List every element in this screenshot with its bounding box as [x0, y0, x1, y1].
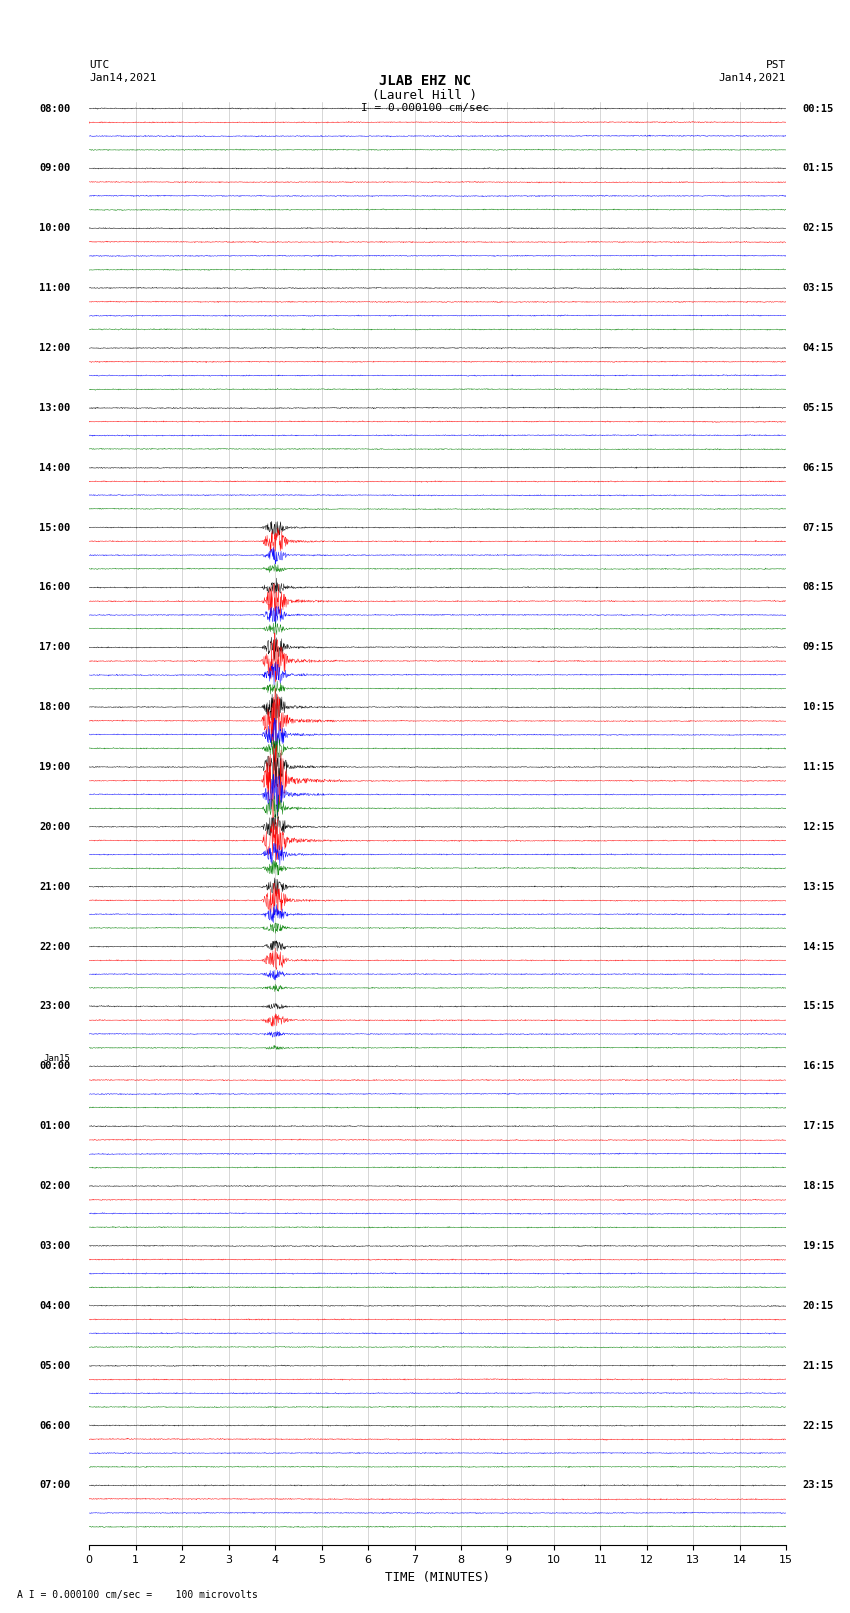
Text: PST: PST	[766, 60, 786, 69]
Text: 18:15: 18:15	[802, 1181, 834, 1190]
Text: 21:00: 21:00	[39, 882, 71, 892]
Text: 16:00: 16:00	[39, 582, 71, 592]
Text: 01:15: 01:15	[802, 163, 834, 173]
Text: 02:00: 02:00	[39, 1181, 71, 1190]
Text: 07:15: 07:15	[802, 523, 834, 532]
Text: 08:15: 08:15	[802, 582, 834, 592]
Text: 04:00: 04:00	[39, 1300, 71, 1311]
Text: 00:00: 00:00	[39, 1061, 71, 1071]
X-axis label: TIME (MINUTES): TIME (MINUTES)	[385, 1571, 490, 1584]
Text: (Laurel Hill ): (Laurel Hill )	[372, 89, 478, 102]
Text: 20:00: 20:00	[39, 823, 71, 832]
Text: 05:15: 05:15	[802, 403, 834, 413]
Text: Jan14,2021: Jan14,2021	[719, 73, 786, 82]
Text: 13:00: 13:00	[39, 403, 71, 413]
Text: 14:15: 14:15	[802, 942, 834, 952]
Text: 23:15: 23:15	[802, 1481, 834, 1490]
Text: 10:00: 10:00	[39, 223, 71, 234]
Text: 07:00: 07:00	[39, 1481, 71, 1490]
Text: 17:00: 17:00	[39, 642, 71, 652]
Text: 06:00: 06:00	[39, 1421, 71, 1431]
Text: 21:15: 21:15	[802, 1361, 834, 1371]
Text: 17:15: 17:15	[802, 1121, 834, 1131]
Text: 11:00: 11:00	[39, 284, 71, 294]
Text: 11:15: 11:15	[802, 761, 834, 773]
Text: 22:00: 22:00	[39, 942, 71, 952]
Text: 16:15: 16:15	[802, 1061, 834, 1071]
Text: 09:00: 09:00	[39, 163, 71, 173]
Text: 14:00: 14:00	[39, 463, 71, 473]
Text: 09:15: 09:15	[802, 642, 834, 652]
Text: 08:00: 08:00	[39, 103, 71, 113]
Text: 04:15: 04:15	[802, 344, 834, 353]
Text: Jan15: Jan15	[44, 1055, 71, 1063]
Text: 03:00: 03:00	[39, 1240, 71, 1252]
Text: 13:15: 13:15	[802, 882, 834, 892]
Text: UTC: UTC	[89, 60, 110, 69]
Text: 15:15: 15:15	[802, 1002, 834, 1011]
Text: 15:00: 15:00	[39, 523, 71, 532]
Text: 18:00: 18:00	[39, 702, 71, 713]
Text: A I = 0.000100 cm/sec =    100 microvolts: A I = 0.000100 cm/sec = 100 microvolts	[17, 1590, 258, 1600]
Text: 01:00: 01:00	[39, 1121, 71, 1131]
Text: 20:15: 20:15	[802, 1300, 834, 1311]
Text: 06:15: 06:15	[802, 463, 834, 473]
Text: 03:15: 03:15	[802, 284, 834, 294]
Text: Jan14,2021: Jan14,2021	[89, 73, 156, 82]
Text: JLAB EHZ NC: JLAB EHZ NC	[379, 74, 471, 89]
Text: 12:15: 12:15	[802, 823, 834, 832]
Text: 02:15: 02:15	[802, 223, 834, 234]
Text: 22:15: 22:15	[802, 1421, 834, 1431]
Text: 00:15: 00:15	[802, 103, 834, 113]
Text: 05:00: 05:00	[39, 1361, 71, 1371]
Text: 12:00: 12:00	[39, 344, 71, 353]
Text: 19:00: 19:00	[39, 761, 71, 773]
Text: 23:00: 23:00	[39, 1002, 71, 1011]
Text: 10:15: 10:15	[802, 702, 834, 713]
Text: 19:15: 19:15	[802, 1240, 834, 1252]
Text: I = 0.000100 cm/sec: I = 0.000100 cm/sec	[361, 103, 489, 113]
